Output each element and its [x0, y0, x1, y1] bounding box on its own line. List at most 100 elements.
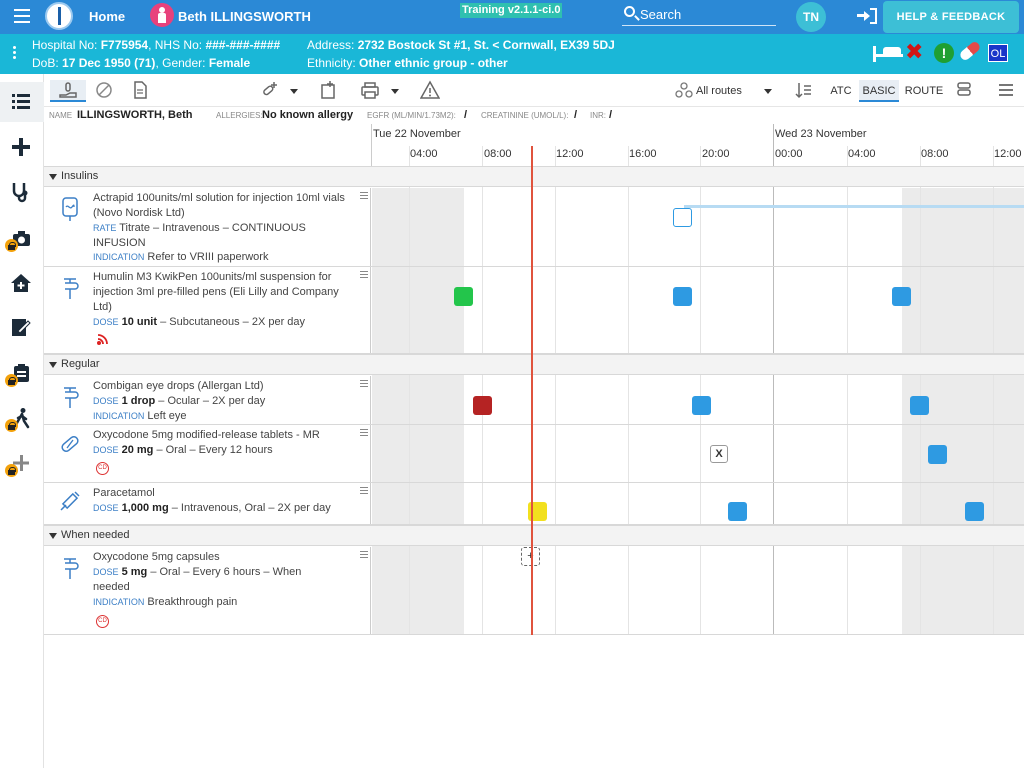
hour-label: 04:00 — [848, 148, 876, 160]
medication-row-combigan[interactable]: Combigan eye drops (Allergan Ltd) DOSE 1… — [44, 376, 1024, 425]
search-box[interactable] — [622, 4, 776, 26]
hour-label: 20:00 — [702, 148, 730, 160]
day-label-1: Tue 22 November — [373, 128, 461, 140]
sidebar-item-add[interactable] — [0, 128, 44, 168]
row-menu-icon[interactable] — [360, 380, 368, 389]
sidebar-item-clinical[interactable] — [0, 173, 44, 213]
dose-marker-missed[interactable] — [473, 396, 492, 415]
medication-details[interactable]: Oxycodone 5mg capsules DOSE 5 mg – Oral … — [44, 547, 371, 634]
hamburger-menu-icon[interactable] — [996, 80, 1016, 100]
sidebar-item-mobility[interactable] — [0, 399, 44, 439]
search-input[interactable] — [640, 4, 770, 24]
section-when-needed[interactable]: When needed — [44, 525, 1024, 546]
hour-label: 12:00 — [556, 148, 584, 160]
medication-dose: DOSE 5 mg – Oral – Every 6 hours – When … — [93, 566, 302, 593]
warning-icon[interactable] — [420, 80, 440, 100]
logout-icon[interactable] — [857, 8, 877, 24]
rx-add-icon[interactable] — [318, 80, 338, 100]
rx-symbol-icon — [64, 278, 79, 299]
section-insulins[interactable]: Insulins — [44, 166, 1024, 187]
user-avatar[interactable]: TN — [796, 2, 826, 32]
prn-add-dose-marker[interactable]: + — [521, 547, 540, 566]
atc-view-tab[interactable]: ATC — [830, 85, 852, 97]
row-menu-icon[interactable] — [360, 487, 368, 496]
stethoscope-icon — [12, 183, 28, 203]
medication-name: Combigan eye drops (Allergan Ltd) — [93, 380, 264, 392]
help-feedback-button[interactable]: HELP & FEEDBACK — [883, 1, 1019, 33]
sidebar-item-camera[interactable] — [0, 219, 44, 259]
patient-banner: Hospital No: F775954, NHS No: ###-###-##… — [0, 34, 1024, 74]
prescribe-icon[interactable] — [260, 80, 280, 100]
hour-label: 12:00 — [994, 148, 1022, 160]
sidebar-item-more[interactable] — [0, 444, 44, 484]
dose-marker-not-given[interactable]: X — [710, 445, 728, 463]
more-options-icon[interactable] — [13, 46, 16, 61]
gender: Female — [208, 56, 251, 70]
pill-icon[interactable] — [958, 40, 982, 62]
red-x-icon[interactable]: ✖ — [905, 40, 924, 65]
routes-icon — [675, 82, 693, 98]
sidebar — [0, 74, 44, 768]
cancel-circle-icon[interactable] — [94, 80, 114, 100]
lock-icon — [5, 374, 18, 387]
dose-marker-due[interactable] — [728, 502, 747, 521]
section-regular[interactable]: Regular — [44, 354, 1024, 375]
medication-details[interactable]: Combigan eye drops (Allergan Ltd) DOSE 1… — [44, 376, 371, 424]
medication-name: Actrapid 100units/ml solution for inject… — [93, 192, 345, 219]
hour-label: 04:00 — [410, 148, 438, 160]
routes-select[interactable]: All routes — [696, 85, 742, 97]
sidebar-item-home-medical[interactable] — [0, 264, 44, 304]
lock-icon — [5, 419, 18, 432]
dose-marker-due[interactable] — [892, 287, 911, 306]
chart-toolbar: All routes ATC BASIC ROUTE — [44, 74, 1024, 107]
row-menu-icon[interactable] — [360, 271, 368, 280]
row-menu-icon[interactable] — [360, 192, 368, 201]
medication-details[interactable]: Oxycodone 5mg modified-release tablets -… — [44, 425, 371, 482]
home-link[interactable]: Home — [89, 9, 126, 24]
hospital-number: F775954 — [100, 38, 149, 52]
sidebar-item-edit[interactable] — [0, 308, 44, 348]
medication-row-actrapid[interactable]: Actrapid 100units/ml solution for inject… — [44, 188, 1024, 267]
routes-dropdown-caret[interactable] — [764, 80, 772, 102]
medication-details[interactable]: Paracetamol DOSE 1,000 mg – Intravenous,… — [44, 483, 371, 524]
dose-marker-infusion-started[interactable] — [673, 208, 692, 227]
dose-marker-due[interactable] — [910, 396, 929, 415]
menu-icon[interactable] — [14, 9, 30, 23]
document-icon[interactable] — [130, 80, 150, 100]
dose-marker-due[interactable] — [673, 287, 692, 306]
medication-indication: INDICATION Breakthrough pain — [93, 596, 238, 608]
ol-badge[interactable]: OL — [988, 44, 1008, 62]
medication-row-humulin[interactable]: Humulin M3 KwikPen 100units/ml suspensio… — [44, 267, 1024, 354]
current-time-line — [531, 146, 533, 635]
row-menu-icon[interactable] — [360, 551, 368, 560]
hour-label: 00:00 — [775, 148, 803, 160]
sidebar-item-clipboard[interactable] — [0, 354, 44, 394]
medication-row-oxycodone-mr[interactable]: Oxycodone 5mg modified-release tablets -… — [44, 425, 1024, 483]
medication-details[interactable]: Humulin M3 KwikPen 100units/ml suspensio… — [44, 267, 371, 353]
basic-view-tab[interactable]: BASIC — [859, 80, 899, 102]
row-menu-icon[interactable] — [360, 429, 368, 438]
route-view-tab[interactable]: ROUTE — [904, 85, 944, 97]
alert-icon[interactable]: ! — [934, 43, 954, 63]
administer-tab[interactable] — [50, 80, 86, 102]
syringe-icon — [60, 491, 80, 511]
sort-icon[interactable] — [794, 80, 814, 100]
dose-marker-due[interactable] — [965, 502, 984, 521]
layers-icon[interactable] — [954, 80, 974, 100]
collapse-icon — [49, 533, 57, 539]
print-dropdown[interactable] — [391, 80, 399, 102]
medication-row-paracetamol[interactable]: Paracetamol DOSE 1,000 mg – Intravenous,… — [44, 483, 1024, 525]
top-bar: Home Beth ILLINGSWORTH Training v2.1.1-c… — [0, 0, 1024, 34]
medication-details[interactable]: Actrapid 100units/ml solution for inject… — [44, 188, 371, 266]
dose-marker-due[interactable] — [692, 396, 711, 415]
bed-icon[interactable] — [873, 44, 903, 62]
patient-name[interactable]: Beth ILLINGSWORTH — [178, 9, 311, 24]
medication-row-oxycodone-capsules[interactable]: Oxycodone 5mg capsules DOSE 5 mg – Oral … — [44, 547, 1024, 635]
print-icon[interactable] — [360, 80, 380, 100]
sidebar-item-list[interactable] — [0, 82, 44, 122]
dose-marker-due[interactable] — [928, 445, 947, 464]
logo-icon[interactable] — [45, 2, 73, 30]
prescribe-dropdown[interactable] — [290, 80, 298, 102]
dose-marker-given[interactable] — [454, 287, 473, 306]
